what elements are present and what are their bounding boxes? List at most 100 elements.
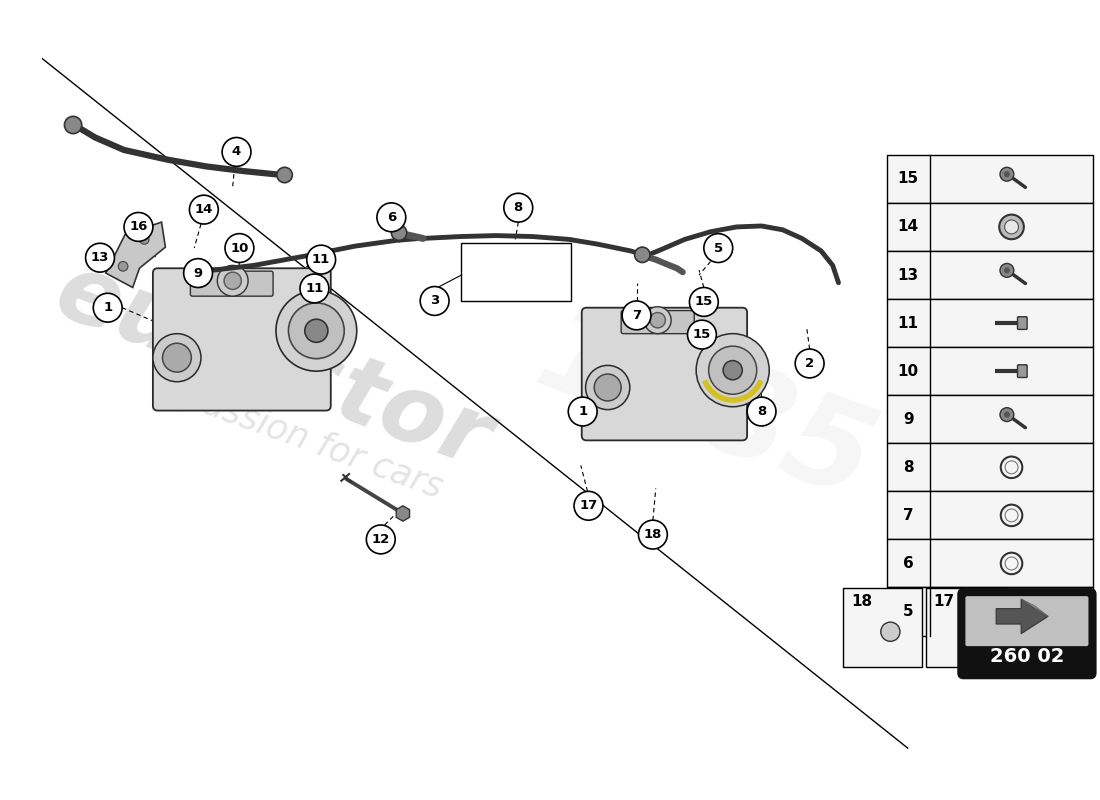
Circle shape xyxy=(65,116,81,134)
Circle shape xyxy=(1004,171,1010,178)
Circle shape xyxy=(300,274,329,303)
Text: 11: 11 xyxy=(898,315,918,330)
Text: 15: 15 xyxy=(695,295,713,309)
Bar xyxy=(887,155,1093,203)
Circle shape xyxy=(1004,604,1010,610)
Circle shape xyxy=(288,303,344,358)
Text: 13: 13 xyxy=(91,251,109,264)
Text: 17: 17 xyxy=(580,499,597,512)
Circle shape xyxy=(1004,267,1010,274)
Circle shape xyxy=(999,214,1024,239)
Text: 260 02: 260 02 xyxy=(990,647,1064,666)
Text: 1985: 1985 xyxy=(521,294,890,526)
FancyBboxPatch shape xyxy=(621,310,694,334)
Circle shape xyxy=(1004,411,1010,418)
Text: 1: 1 xyxy=(103,301,112,314)
Polygon shape xyxy=(997,599,1048,634)
Circle shape xyxy=(795,349,824,378)
Circle shape xyxy=(1004,220,1019,234)
Circle shape xyxy=(881,622,900,642)
Bar xyxy=(887,491,1093,539)
Bar xyxy=(461,243,571,301)
Circle shape xyxy=(119,262,128,271)
Text: 10: 10 xyxy=(230,242,249,254)
Text: 8: 8 xyxy=(514,201,522,214)
Circle shape xyxy=(226,234,254,262)
Polygon shape xyxy=(106,222,165,287)
Text: 10: 10 xyxy=(898,364,918,378)
Circle shape xyxy=(650,313,666,328)
Text: 12: 12 xyxy=(372,533,389,546)
FancyBboxPatch shape xyxy=(959,590,1096,678)
FancyBboxPatch shape xyxy=(1018,365,1027,378)
Circle shape xyxy=(276,290,356,371)
Text: 11: 11 xyxy=(306,282,323,295)
Text: 11: 11 xyxy=(312,253,330,266)
Circle shape xyxy=(218,266,249,296)
Bar xyxy=(887,587,1093,635)
Circle shape xyxy=(222,138,251,166)
Circle shape xyxy=(708,346,757,394)
Circle shape xyxy=(163,343,191,372)
Circle shape xyxy=(704,234,733,262)
Circle shape xyxy=(574,491,603,520)
Circle shape xyxy=(635,247,650,262)
Circle shape xyxy=(504,194,532,222)
Circle shape xyxy=(1000,600,1014,614)
Bar xyxy=(926,589,1004,667)
Circle shape xyxy=(377,203,406,232)
Circle shape xyxy=(723,361,743,380)
Text: 6: 6 xyxy=(387,211,396,224)
Text: 1: 1 xyxy=(579,405,587,418)
Bar xyxy=(887,443,1093,491)
Circle shape xyxy=(594,374,621,401)
Bar xyxy=(887,347,1093,395)
Text: 6: 6 xyxy=(903,556,913,571)
Circle shape xyxy=(1000,263,1014,278)
Circle shape xyxy=(964,622,982,642)
Circle shape xyxy=(277,167,293,182)
Polygon shape xyxy=(396,506,409,521)
Circle shape xyxy=(420,286,449,315)
Text: 9: 9 xyxy=(194,266,202,279)
Circle shape xyxy=(585,366,630,410)
Text: 8: 8 xyxy=(903,460,913,475)
Circle shape xyxy=(688,320,716,349)
Bar xyxy=(844,589,922,667)
Circle shape xyxy=(140,234,148,244)
Text: 15: 15 xyxy=(898,171,918,186)
Circle shape xyxy=(184,258,212,287)
Circle shape xyxy=(224,272,241,290)
Text: 2: 2 xyxy=(805,357,814,370)
Text: 14: 14 xyxy=(195,203,213,216)
Circle shape xyxy=(392,225,407,240)
Circle shape xyxy=(623,301,651,330)
Circle shape xyxy=(86,243,114,272)
Circle shape xyxy=(638,520,668,549)
Circle shape xyxy=(1000,167,1014,181)
Circle shape xyxy=(94,294,122,322)
Circle shape xyxy=(153,334,201,382)
Bar xyxy=(887,395,1093,443)
Text: 16: 16 xyxy=(130,221,147,234)
Text: a passion for cars: a passion for cars xyxy=(147,368,448,505)
Text: 15: 15 xyxy=(693,328,711,341)
Text: 14: 14 xyxy=(898,219,918,234)
Text: 4: 4 xyxy=(232,146,241,158)
Circle shape xyxy=(307,245,336,274)
Bar xyxy=(887,251,1093,299)
Circle shape xyxy=(747,397,776,426)
Circle shape xyxy=(696,334,769,406)
FancyBboxPatch shape xyxy=(966,596,1089,646)
Circle shape xyxy=(690,287,718,316)
Bar xyxy=(887,539,1093,587)
Circle shape xyxy=(645,306,671,334)
Bar xyxy=(887,203,1093,251)
Polygon shape xyxy=(1021,599,1048,616)
Text: 3: 3 xyxy=(430,294,439,307)
FancyBboxPatch shape xyxy=(190,271,273,296)
Bar xyxy=(887,299,1093,347)
Text: 7: 7 xyxy=(903,508,913,523)
FancyBboxPatch shape xyxy=(153,268,331,410)
Text: 7: 7 xyxy=(632,309,641,322)
